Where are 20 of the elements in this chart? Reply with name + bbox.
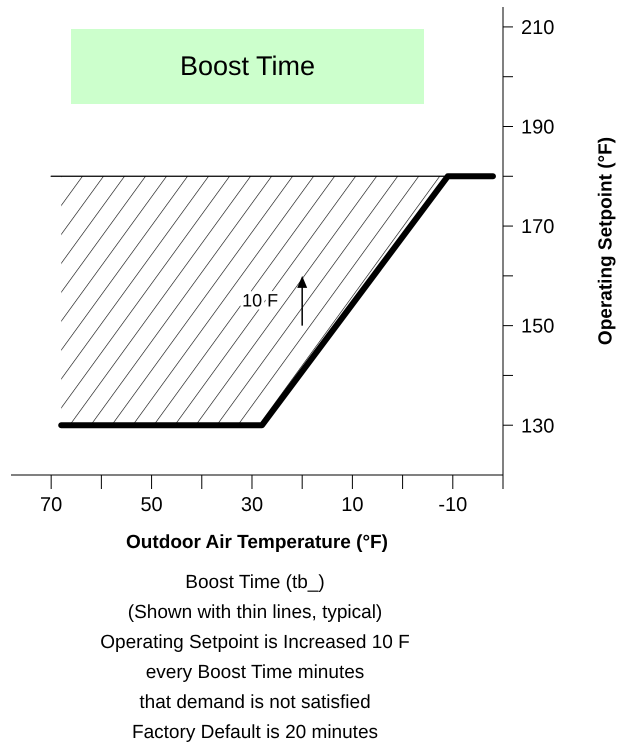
text: Factory Default is 20 minutes [130,721,380,745]
y-tick-label: 190 [521,116,554,139]
x-tick-label: 10 [341,494,364,516]
y-tick-label: 210 [521,17,554,40]
x-tick-label: 50 [140,494,163,516]
annotation: 10 F [242,290,278,311]
text: that demand is not satisfied [138,691,372,715]
y-tick-label: 130 [521,415,554,438]
x-tick-label: 30 [240,494,264,516]
x-tick-label: 70 [40,494,62,516]
x-tick-label: -10 [438,494,468,516]
x-axis-title: Outdoor Air Temperature (°F) [126,532,388,553]
text: every Boost Time minutes [144,661,366,685]
text: (Shown with thin lines, typical) [126,601,384,625]
text: Boost Time (tb_) [184,571,326,595]
title-box: Boost Time [71,29,424,104]
y-tick-label: 170 [521,216,554,238]
y-tick-label: 150 [521,316,554,338]
text: Operating Setpoint is Increased 10 F [99,631,411,655]
y-axis-title: Operating Setpoint (°F) [596,136,617,346]
